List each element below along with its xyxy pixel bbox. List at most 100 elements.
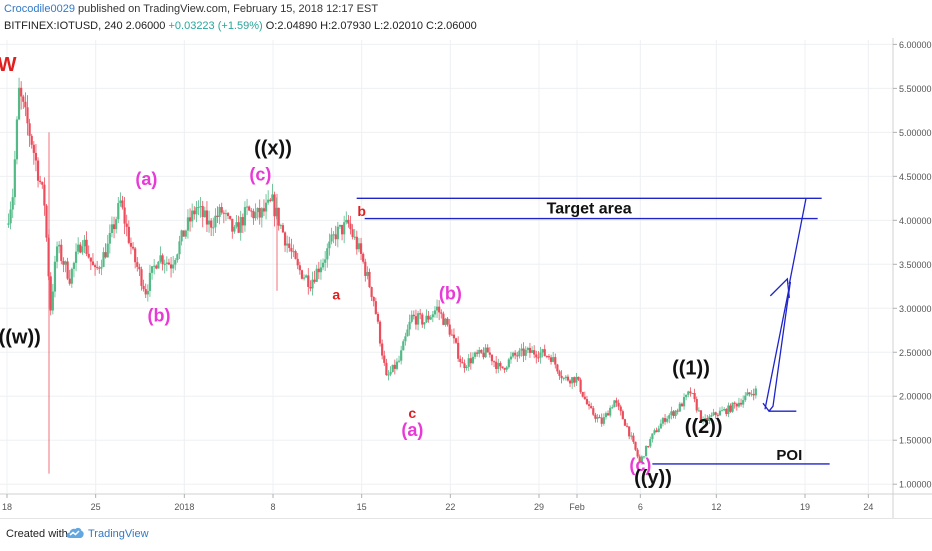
candle-body: [718, 410, 722, 416]
candle-body: [195, 207, 198, 215]
target-area-label: Target area: [547, 201, 632, 218]
candle-body: [492, 361, 496, 363]
candle-body: [129, 242, 133, 247]
candle-body: [258, 207, 261, 218]
symbol-label: BITFINEX:IOTUSD, 240: [4, 20, 123, 32]
candle-body: [410, 314, 413, 322]
candle-body: [697, 410, 700, 412]
wave-labels: W((w))(a)(b)((x))(c)abc(a)(b)(c)((y))((1…: [0, 54, 723, 489]
y-tick-label: 1.00000: [899, 480, 932, 490]
candle-body: [476, 352, 479, 354]
candle-body: [167, 262, 171, 265]
candle-body: [155, 265, 158, 269]
y-tick-label: 4.50000: [899, 172, 932, 182]
candle-body: [486, 347, 489, 353]
time-axis[interactable]: 18 25 2018 8 15 22 29 Feb 6 12 19 24: [0, 493, 932, 512]
candle-body: [140, 269, 143, 286]
poi-label: POI: [776, 447, 802, 464]
candle-body: [201, 206, 204, 218]
candle-body: [28, 123, 31, 136]
candle-body: [744, 395, 747, 401]
candle-body: [402, 341, 405, 351]
candle-body: [364, 261, 367, 276]
candle-body: [324, 259, 327, 263]
candle-body: [281, 225, 285, 233]
author-link[interactable]: Crocodile0029: [4, 3, 75, 15]
candle-body: [294, 251, 297, 259]
candle-body: [286, 243, 289, 246]
candle-body: [264, 202, 268, 212]
candle-body: [701, 419, 705, 421]
candle-body: [596, 417, 599, 419]
candle-body: [93, 265, 97, 268]
candle-body: [212, 227, 215, 229]
candle-body: [659, 423, 662, 429]
candle-body: [222, 212, 225, 214]
price-chart[interactable]: Target area POI W((w))(a)(b)((x))(c)abc(a…: [0, 38, 932, 518]
candle-body: [585, 399, 589, 405]
candle-body: [165, 262, 168, 264]
published-text: published on TradingView.com, February 1…: [78, 3, 379, 15]
created-with-text: Created with: [6, 528, 68, 540]
candle-body: [600, 417, 603, 424]
x-tick-label: 29: [534, 502, 544, 512]
candle-body: [742, 400, 745, 405]
candle-body: [406, 329, 409, 337]
candle-body: [239, 217, 242, 233]
candle-body: [121, 200, 124, 208]
candle-body: [300, 270, 304, 279]
candle-body: [381, 343, 384, 356]
candle-body: [347, 219, 350, 224]
candle-body: [693, 393, 696, 400]
y-tick-label: 3.00000: [899, 304, 932, 314]
candle-body: [317, 268, 320, 273]
candle-body: [469, 358, 472, 364]
candle-body: [408, 321, 411, 330]
wave-label: b: [357, 203, 366, 219]
candle-body: [623, 419, 627, 426]
candle-body: [357, 243, 361, 250]
candle-body: [393, 364, 396, 369]
y-tick-label: 5.00000: [899, 128, 932, 138]
candle-body: [661, 418, 665, 424]
candle-body: [577, 376, 580, 380]
candle-body: [273, 194, 276, 217]
candle-body: [144, 289, 147, 295]
candle-body: [552, 357, 555, 362]
candle-body: [336, 226, 339, 240]
candle-body: [706, 418, 709, 421]
projection-up-arrowhead: [769, 277, 790, 298]
candle-body: [58, 244, 61, 247]
candle-body: [533, 350, 536, 355]
candle-body: [391, 364, 394, 372]
candle-body: [571, 377, 574, 384]
candle-body: [484, 347, 487, 358]
candle-body: [296, 258, 299, 266]
candle-body: [680, 403, 684, 407]
tradingview-cloud-icon: [66, 527, 84, 538]
candle-body: [216, 215, 219, 217]
candle-body: [178, 241, 181, 255]
candle-body: [17, 87, 21, 120]
candle-body: [514, 352, 517, 356]
projection-leg: [764, 281, 791, 410]
publish-info: Crocodile0029 published on TradingView.c…: [4, 3, 378, 15]
candle-body: [245, 206, 249, 208]
candle-body: [490, 354, 494, 362]
candle-body: [625, 425, 629, 427]
candle-body: [96, 267, 99, 269]
tradingview-brand-link[interactable]: TradingView: [88, 528, 149, 540]
candle-body: [207, 220, 211, 225]
candle-body: [556, 364, 559, 372]
wave-label: (a): [135, 169, 157, 189]
candle-body: [501, 366, 504, 369]
candle-body: [283, 232, 287, 246]
candle-body: [55, 246, 59, 262]
price-axis[interactable]: 6.00000 5.50000 5.00000 4.50000 4.00000 3.500…: [892, 38, 932, 518]
candle-body: [41, 182, 44, 185]
candle-body: [695, 399, 698, 411]
y-tick-label: 3.50000: [899, 260, 932, 270]
candle-body: [45, 205, 48, 238]
candle-body: [176, 254, 179, 261]
candle-body: [547, 356, 551, 358]
